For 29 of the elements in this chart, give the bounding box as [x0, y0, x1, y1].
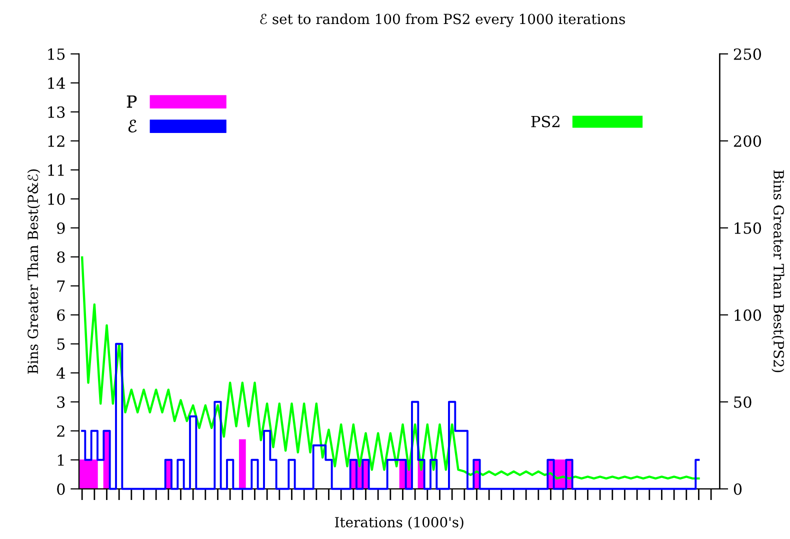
y-tick-label: 15: [48, 48, 65, 60]
y2-axis-title: Bins Greater Than Best(PS2): [772, 170, 784, 372]
legend-label: ℰ: [128, 120, 137, 132]
y-tick-label: 8: [57, 251, 65, 263]
y2-tick-label: 50: [734, 396, 752, 408]
y-tick-label: 1: [58, 454, 64, 466]
y-axis-title: Bins Greater Than Best(P&ℰ): [27, 169, 40, 374]
y-tick-label: 2: [57, 425, 64, 437]
y-tick-label: 9: [57, 222, 65, 234]
legend-label: P: [126, 96, 137, 108]
y-tick-label: 12: [48, 135, 64, 147]
y-tick-label: 11: [48, 164, 64, 176]
chart-title: ℰ set to random 100 from PS2 every 1000 iterations: [260, 13, 625, 28]
y-tick-label: 4: [56, 367, 66, 379]
y2-tick-label: 200: [734, 135, 762, 147]
y-tick-label: 13: [48, 106, 65, 118]
y-tick-label: 3: [57, 396, 65, 408]
y-tick-label: 6: [57, 309, 65, 321]
y-tick-label: 7: [57, 280, 65, 292]
y2-tick-label: 100: [734, 309, 762, 321]
y2-tick-label: 150: [734, 222, 762, 234]
y-tick-label: 14: [48, 77, 66, 89]
x-axis-title: Iterations (1000's): [335, 516, 464, 530]
y-tick-label: 10: [48, 193, 65, 205]
y-tick-label: 5: [57, 338, 65, 350]
y2-tick-label: 250: [734, 48, 762, 60]
y-tick-label: 0: [57, 483, 65, 495]
legend-label: PS2: [531, 116, 560, 128]
y2-tick-label: 0: [734, 483, 742, 495]
